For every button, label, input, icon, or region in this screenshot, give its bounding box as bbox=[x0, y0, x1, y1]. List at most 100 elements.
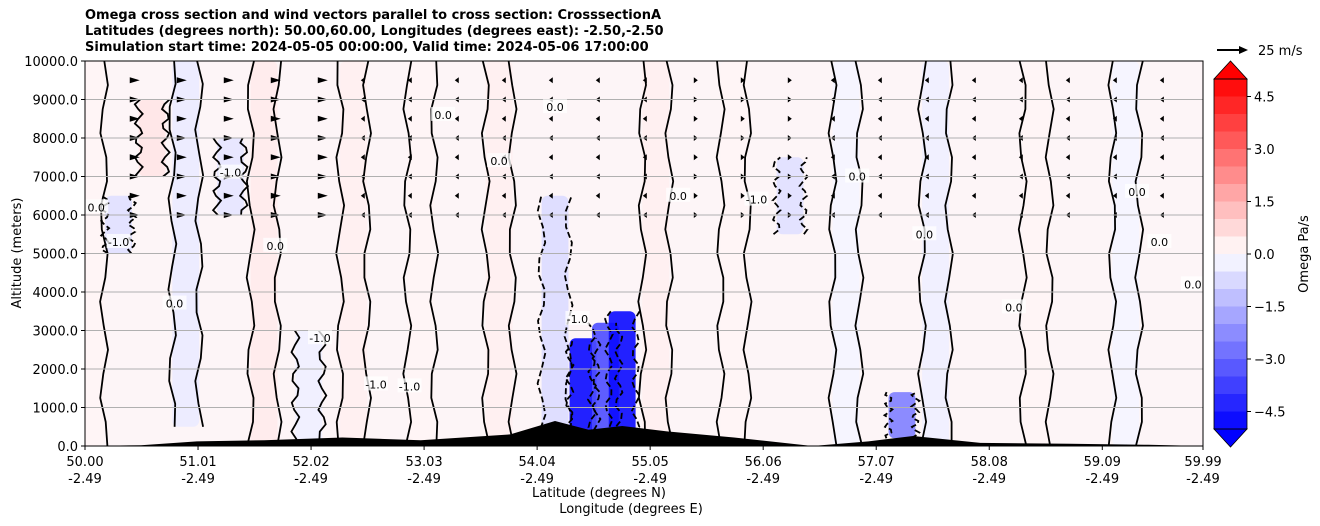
colorbar-segment-7 bbox=[1214, 289, 1247, 307]
contour-label-0: 0.0 bbox=[87, 201, 105, 214]
colorbar-tick-label-1: 3.0 bbox=[1254, 143, 1275, 158]
contour-label-19: 0.0 bbox=[1184, 278, 1202, 291]
wind-vector-171 bbox=[1112, 154, 1117, 161]
wind-vector-39 bbox=[317, 77, 328, 84]
contour-label-18: 0.0 bbox=[1151, 236, 1169, 249]
wind-vector-153 bbox=[1018, 192, 1023, 199]
omega-field bbox=[85, 61, 1140, 446]
x-tick-label-lon-9: -2.49 bbox=[1085, 472, 1119, 487]
x-tick-label-lat-1: 51.01 bbox=[179, 455, 216, 470]
wind-vector-69 bbox=[501, 115, 506, 122]
wind-vector-117 bbox=[787, 115, 792, 122]
x-tick-label-lat-5: 55.05 bbox=[632, 455, 669, 470]
omega-region-6 bbox=[295, 330, 323, 446]
wind-vector-45 bbox=[360, 115, 365, 122]
wind-vector-87 bbox=[595, 77, 600, 84]
wind-vector-93 bbox=[642, 115, 647, 122]
x-tick-label-lon-4: -2.49 bbox=[520, 472, 554, 487]
wind-vector-11 bbox=[176, 154, 187, 161]
colorbar-extend-min bbox=[1213, 428, 1248, 448]
contour-label-12: 0.0 bbox=[669, 190, 687, 203]
wind-vector-149 bbox=[971, 115, 976, 122]
wind-vector-53 bbox=[407, 115, 412, 122]
contour-label-bg-19 bbox=[1180, 276, 1203, 291]
wind-vector-43 bbox=[360, 154, 365, 161]
x-tick-label-lon-8: -2.49 bbox=[972, 472, 1006, 487]
contour-line-13-0 bbox=[603, 310, 614, 435]
wind-vector-163 bbox=[1065, 154, 1070, 161]
y-tick-label-1: 1000.0 bbox=[33, 402, 79, 417]
wind-vector-165 bbox=[1065, 115, 1070, 122]
contour-label-4: 0.0 bbox=[267, 240, 285, 253]
wind-vector-139 bbox=[924, 154, 929, 161]
colorbar-tick-label-2: 1.5 bbox=[1254, 196, 1275, 211]
colorbar-segment-10 bbox=[1214, 236, 1247, 254]
quiver-key: 25 m/s bbox=[1217, 44, 1303, 59]
wind-vector-73 bbox=[548, 192, 553, 199]
wind-vector-145 bbox=[971, 192, 976, 199]
contour-line-1-1 bbox=[126, 195, 138, 255]
contour-line-11-1 bbox=[591, 337, 602, 446]
contour-label-bg-10 bbox=[543, 99, 568, 114]
contour-label-bg-8 bbox=[431, 106, 456, 121]
y-tick-label-4: 4000.0 bbox=[33, 286, 79, 301]
wind-vector-129 bbox=[877, 192, 882, 199]
contour-label-9: 0.0 bbox=[490, 155, 508, 168]
contour-label-bg-16 bbox=[1001, 299, 1026, 314]
contour-label-5: -1.0 bbox=[309, 332, 330, 345]
omega-region-18 bbox=[888, 392, 916, 439]
wind-vector-31 bbox=[270, 77, 281, 84]
contour-line-13-1 bbox=[630, 310, 641, 435]
y-tick-label-6: 6000.0 bbox=[33, 209, 79, 224]
wind-vector-27 bbox=[270, 154, 281, 161]
wind-vector-127 bbox=[830, 77, 835, 84]
colorbar-segment-2 bbox=[1214, 376, 1247, 394]
contour-line-12-1 bbox=[613, 322, 624, 435]
wind-vector-175 bbox=[1112, 77, 1117, 84]
wind-vector-13 bbox=[176, 115, 187, 122]
wind-vector-105 bbox=[740, 192, 745, 199]
wind-vector-49 bbox=[407, 192, 412, 199]
contour-label-11: -1.0 bbox=[567, 313, 588, 326]
wind-vector-173 bbox=[1112, 115, 1117, 122]
contour-label-14: 0.0 bbox=[848, 171, 866, 184]
contour-label-bg-6 bbox=[363, 376, 388, 391]
omega-region-13 bbox=[608, 311, 636, 435]
wind-vector-81 bbox=[595, 192, 600, 199]
wind-vector-155 bbox=[1018, 154, 1023, 161]
colorbar-tick-label-6: −4.5 bbox=[1254, 406, 1286, 421]
wind-vector-47 bbox=[360, 77, 365, 84]
contour-line-18-0 bbox=[882, 391, 894, 439]
x-axis-label: Latitude (degrees N) bbox=[532, 486, 666, 501]
contour-label-bg-11 bbox=[565, 310, 590, 325]
contour-label-bg-18 bbox=[1147, 233, 1172, 248]
colorbar-segment-16 bbox=[1214, 131, 1247, 149]
colorbar-tick-label-0: 4.5 bbox=[1254, 91, 1275, 106]
wind-vector-61 bbox=[454, 115, 459, 122]
wind-vector-85 bbox=[595, 115, 600, 122]
wind-vector-35 bbox=[317, 154, 328, 161]
wind-vector-121 bbox=[830, 192, 835, 199]
wind-vector-25 bbox=[270, 192, 281, 199]
colorbar-label: Omega Pa/s bbox=[1297, 215, 1312, 293]
x-tick-label-lat-3: 53.03 bbox=[405, 455, 442, 470]
wind-vector-115 bbox=[787, 154, 792, 161]
chart-title-line-3: Simulation start time: 2024-05-05 00:00:… bbox=[85, 40, 649, 55]
colorbar-segment-13 bbox=[1214, 184, 1247, 202]
contour-label-16: 0.0 bbox=[1005, 301, 1023, 314]
colorbar-segment-3 bbox=[1214, 359, 1247, 377]
contour-label-6: -1.0 bbox=[365, 378, 386, 391]
colorbar-segment-14 bbox=[1214, 166, 1247, 184]
y-tick-label-2: 2000.0 bbox=[33, 363, 79, 378]
wind-vector-55 bbox=[407, 77, 412, 84]
wind-vector-147 bbox=[971, 154, 976, 161]
colorbar-segment-12 bbox=[1214, 201, 1247, 219]
omega-region-3 bbox=[172, 61, 200, 427]
contour-label-bg-7 bbox=[397, 378, 422, 393]
contour-label-1: -1.0 bbox=[108, 236, 129, 249]
wind-vector-23 bbox=[223, 77, 234, 84]
x-tick-label-lon-6: -2.49 bbox=[746, 472, 780, 487]
colorbar-segment-1 bbox=[1214, 394, 1247, 412]
x-tick-label-lon-0: -2.49 bbox=[68, 472, 102, 487]
contour-line-3-0 bbox=[167, 61, 178, 427]
